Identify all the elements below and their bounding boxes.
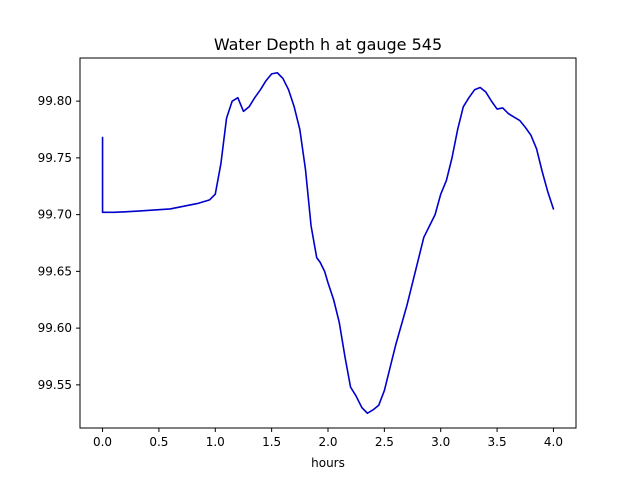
y-tick-label: 99.80 [38,94,72,108]
x-tick-label: 0.0 [93,435,112,449]
x-tick-label: 1.5 [262,435,281,449]
y-tick-label: 99.55 [38,378,72,392]
y-tick-label: 99.65 [38,264,72,278]
x-tick-label: 1.0 [206,435,225,449]
plot-area [79,57,577,429]
chart-title: Water Depth h at gauge 545 [214,35,442,54]
x-tick-label: 3.5 [488,435,507,449]
x-tick-label: 4.0 [544,435,563,449]
x-axis: 0.0 0.5 1.0 1.5 2.0 2.5 3.0 3.5 4.0 [93,428,563,449]
x-tick-label: 2.0 [318,435,337,449]
series-line [101,71,555,415]
y-tick-label: 99.70 [38,208,72,222]
y-axis: 99.55 99.60 99.65 99.70 99.75 99.80 [38,94,80,392]
x-tick-label: 3.0 [431,435,450,449]
axes-frame [79,57,577,429]
x-axis-label: hours [311,456,345,470]
series-layer [101,71,555,415]
y-tick-label: 99.60 [38,321,72,335]
x-tick-label: 2.5 [375,435,394,449]
x-tick-label: 0.5 [149,435,168,449]
y-tick-label: 99.75 [38,151,72,165]
